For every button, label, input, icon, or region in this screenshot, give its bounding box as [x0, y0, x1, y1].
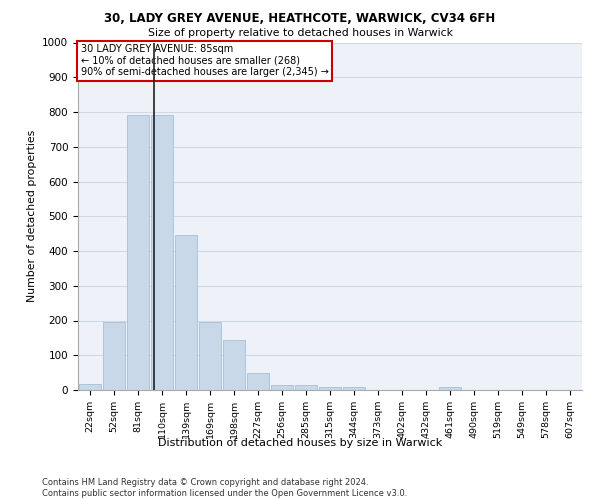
Text: Contains HM Land Registry data © Crown copyright and database right 2024.
Contai: Contains HM Land Registry data © Crown c…: [42, 478, 407, 498]
Bar: [295, 385, 317, 390]
Bar: [319, 386, 341, 390]
Bar: [151, 116, 173, 390]
Bar: [247, 372, 269, 390]
Text: Distribution of detached houses by size in Warwick: Distribution of detached houses by size …: [158, 438, 442, 448]
Bar: [439, 387, 461, 390]
Bar: [175, 236, 197, 390]
Bar: [271, 385, 293, 390]
Bar: [199, 322, 221, 390]
Y-axis label: Number of detached properties: Number of detached properties: [26, 130, 37, 302]
Bar: [103, 322, 125, 390]
Text: 30 LADY GREY AVENUE: 85sqm
← 10% of detached houses are smaller (268)
90% of sem: 30 LADY GREY AVENUE: 85sqm ← 10% of deta…: [80, 44, 328, 78]
Text: 30, LADY GREY AVENUE, HEATHCOTE, WARWICK, CV34 6FH: 30, LADY GREY AVENUE, HEATHCOTE, WARWICK…: [104, 12, 496, 26]
Bar: [343, 386, 365, 390]
Bar: [223, 340, 245, 390]
Bar: [79, 384, 101, 390]
Bar: [127, 116, 149, 390]
Text: Size of property relative to detached houses in Warwick: Size of property relative to detached ho…: [148, 28, 452, 38]
